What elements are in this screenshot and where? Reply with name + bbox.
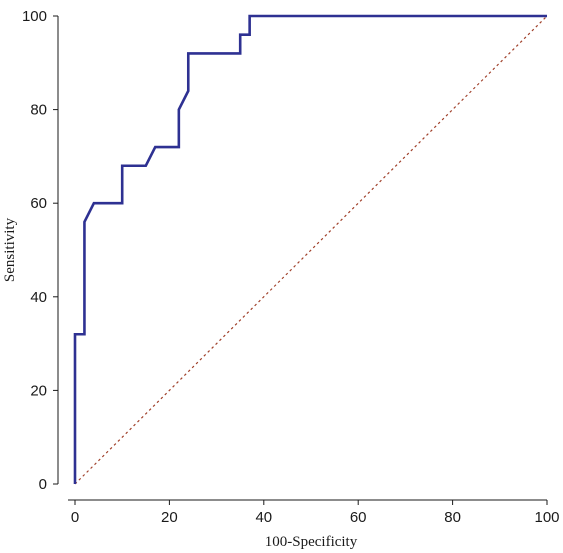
x-tick-label: 80 [444,509,461,526]
y-tick-label: 20 [30,382,47,399]
y-tick-label: 0 [39,476,47,493]
x-tick-label: 20 [161,509,178,526]
y-tick-label: 80 [30,102,47,119]
roc-curve-group [73,14,547,484]
y-ticks: 0 20 40 60 80 100 [22,8,58,493]
x-axis-title: 100-Specificity [265,534,358,550]
y-tick-label: 40 [30,289,47,306]
reference-line-group [74,15,548,485]
x-ticks: 0 20 40 60 80 100 [71,500,560,526]
x-tick-label: 40 [255,509,272,526]
y-tick-label: 60 [30,195,47,212]
y-axis-title: Sensitivity [2,217,18,282]
roc-curve-line [73,14,547,484]
x-tick-label: 0 [71,509,79,526]
y-tick-label: 100 [22,8,47,25]
x-tick-label: 100 [534,509,559,526]
reference-diagonal-line [74,15,548,485]
x-tick-label: 60 [350,509,367,526]
